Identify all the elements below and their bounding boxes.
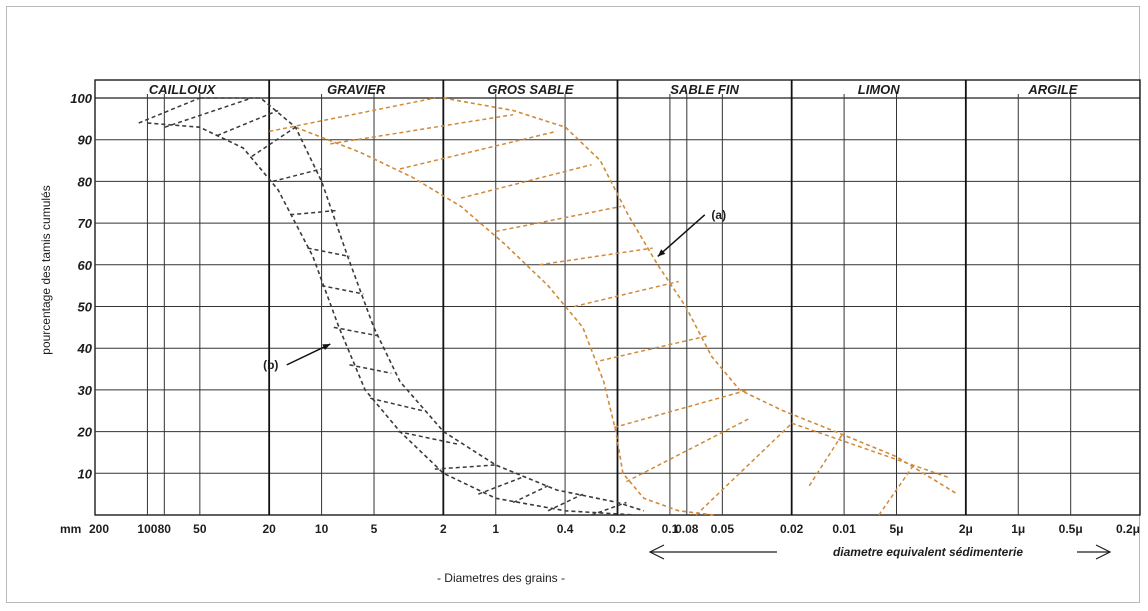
- x-tick-label: 0.05: [711, 522, 735, 536]
- x-tick-label: 0.2μ: [1116, 522, 1140, 536]
- series-hatch-line: [539, 247, 653, 266]
- x-tick-label: 0.4: [557, 522, 574, 536]
- grid: [94, 79, 1141, 516]
- x-tick-label: 20: [262, 522, 276, 536]
- zone-label: CAILLOUX: [149, 82, 217, 97]
- series-hatch-line: [370, 397, 423, 412]
- x-tick-label: 200: [89, 522, 109, 536]
- series-hatch-line: [330, 113, 514, 145]
- x-tick-label: 1: [492, 522, 499, 536]
- x-tick-label: 0.02: [780, 522, 804, 536]
- y-axis-label: pourcentage des tamis cumulés: [39, 185, 53, 354]
- series-hatch-line: [321, 284, 364, 295]
- x-tick-label: 0.2: [609, 522, 626, 536]
- series-hatch-line: [573, 280, 679, 308]
- sedim-arrow-left-head: [648, 544, 665, 560]
- series-hatch-line: [478, 476, 523, 495]
- zone-label: ARGILE: [1027, 82, 1077, 97]
- series-hatch-line: [269, 97, 435, 133]
- series-hatch-line: [398, 430, 458, 445]
- zone-labels: CAILLOUX GRAVIER GROS SABLE SABLE FIN LIMON A…: [149, 82, 1078, 97]
- series-hatch-line: [349, 364, 392, 374]
- annotation-arrowhead: [657, 249, 666, 257]
- series-hatch-line: [460, 163, 592, 199]
- series-hatch-line: [695, 422, 793, 516]
- series-lower-envelope: [295, 126, 714, 516]
- x-tick-labels: 200 100 80 50 20 10 5 2 1 0.4 0.2 0.10.08 0.05 0.02 0.…: [89, 522, 1140, 536]
- sedim-axis-label: diametre equivalent sédimenterie: [833, 545, 1023, 559]
- x-tick-label: 0.1: [662, 522, 679, 536]
- zone-label: SABLE FIN: [670, 82, 739, 97]
- annotation-arrowhead: [322, 344, 331, 351]
- series-hatch-line: [216, 109, 279, 137]
- series-hatch-line: [333, 326, 378, 337]
- series-hatch-line: [138, 97, 200, 124]
- x-tick-label: 50: [193, 522, 207, 536]
- series-hatch-line: [878, 464, 915, 516]
- y-tick-label: 90: [78, 133, 93, 148]
- annotations: (a) (b): [263, 208, 726, 372]
- annotation-arrow: [286, 343, 331, 366]
- series-hatch-line: [808, 431, 845, 487]
- zone-label: GRAVIER: [327, 82, 386, 97]
- annotation-label: (a): [711, 208, 726, 222]
- y-tick-labels: 10 20 30 40 50 60 70 80 90 100: [70, 91, 92, 481]
- y-tick-label: 10: [78, 466, 93, 481]
- annotation-arrow: [657, 214, 706, 258]
- x-tick-label: 10: [315, 522, 329, 536]
- zone-label: LIMON: [858, 82, 900, 97]
- x-tick-label: 100: [137, 522, 157, 536]
- series-hatch-line: [307, 247, 350, 258]
- series-upper-envelope: [443, 97, 958, 495]
- x-tick-label: 0.08: [675, 522, 699, 536]
- series-hatch-line: [613, 389, 749, 429]
- x-axis-label: - Diametres des grains -: [437, 571, 565, 585]
- x-tick-label: 5: [371, 522, 378, 536]
- y-tick-label: 40: [77, 341, 93, 356]
- series-lower-envelope: [147, 122, 636, 516]
- y-tick-label: 50: [78, 300, 93, 315]
- sedimentation-axis: diametre equivalent sédimenterie: [648, 544, 1112, 560]
- x-tick-label: 5μ: [890, 522, 904, 536]
- chart-frame: [6, 6, 1140, 603]
- x-tick-label: 2μ: [959, 522, 973, 536]
- sedim-arrow-right-head: [1095, 544, 1112, 560]
- series: [138, 97, 958, 516]
- x-tick-label: 0.5μ: [1059, 522, 1083, 536]
- y-tick-label: 30: [78, 383, 93, 398]
- annotation-label: (b): [263, 358, 278, 372]
- series-a: [269, 97, 958, 516]
- zone-label: GROS SABLE: [487, 82, 573, 97]
- y-tick-label: 100: [70, 91, 92, 106]
- series-hatch-line: [251, 126, 296, 158]
- series-hatch-line: [591, 501, 627, 516]
- series-hatch-line: [290, 209, 336, 216]
- series-hatch-line: [626, 418, 749, 483]
- x-tick-label: 2: [440, 522, 447, 536]
- series-hatch-line: [164, 97, 253, 128]
- x-unit-label: mm: [60, 522, 81, 536]
- y-tick-label: 60: [78, 258, 93, 273]
- series-b: [138, 97, 645, 516]
- series-hatch-line: [272, 168, 322, 183]
- series-hatch-line: [600, 334, 709, 362]
- series-upper-envelope: [199, 97, 645, 512]
- series-hatch-line: [512, 485, 549, 504]
- x-tick-label: 1μ: [1011, 522, 1025, 536]
- x-tick-label: 80: [158, 522, 172, 536]
- y-tick-label: 80: [78, 174, 93, 189]
- series-hatch-line: [399, 130, 557, 170]
- x-tick-label: 0.01: [832, 522, 856, 536]
- y-tick-label: 70: [78, 216, 93, 231]
- series-hatch-line: [495, 205, 622, 233]
- y-tick-label: 20: [77, 425, 93, 440]
- series-hatch-line: [434, 464, 496, 470]
